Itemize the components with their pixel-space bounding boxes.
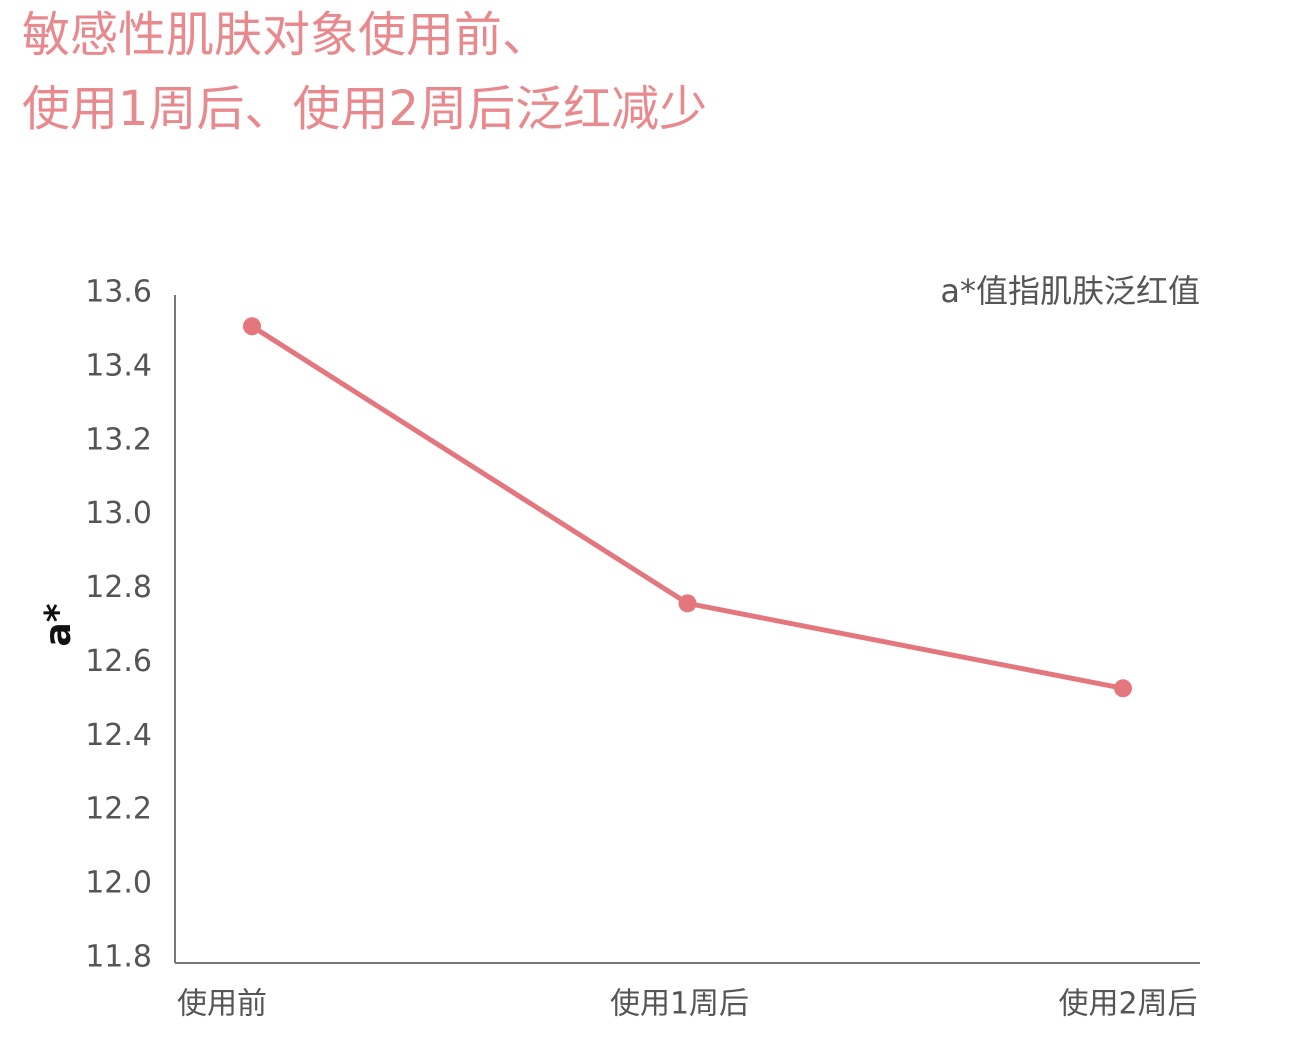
- y-tick-label: 12.8: [85, 570, 152, 605]
- chart-title: 敏感性肌肤对象使用前、: [22, 7, 550, 63]
- y-tick-label: 12.0: [85, 866, 152, 901]
- y-tick-label: 11.8: [85, 940, 152, 975]
- marker: [1114, 679, 1132, 698]
- y-tick-label: 13.0: [85, 496, 152, 531]
- y-axis-label: a*: [38, 603, 79, 646]
- annotation: a*值指肌肤泛红值: [940, 272, 1200, 310]
- x-tick-label: 使用1周后: [610, 987, 749, 1022]
- x-tick-label: 使用前: [177, 987, 267, 1022]
- y-tick-label: 12.4: [85, 718, 152, 753]
- chart-title: 使用1周后、使用2周后泛红减少: [22, 81, 707, 137]
- line: [250, 324, 1124, 691]
- x-tick-label: 使用2周后: [1058, 987, 1197, 1022]
- y-tick-label: 12.6: [85, 644, 152, 679]
- marker: [243, 317, 261, 336]
- y-tick-label: 13.4: [85, 348, 152, 383]
- y-tick-label: 13.6: [85, 275, 152, 310]
- y-tick-label: 12.2: [85, 792, 152, 827]
- y-tick-label: 13.2: [85, 422, 152, 457]
- marker: [678, 594, 697, 613]
